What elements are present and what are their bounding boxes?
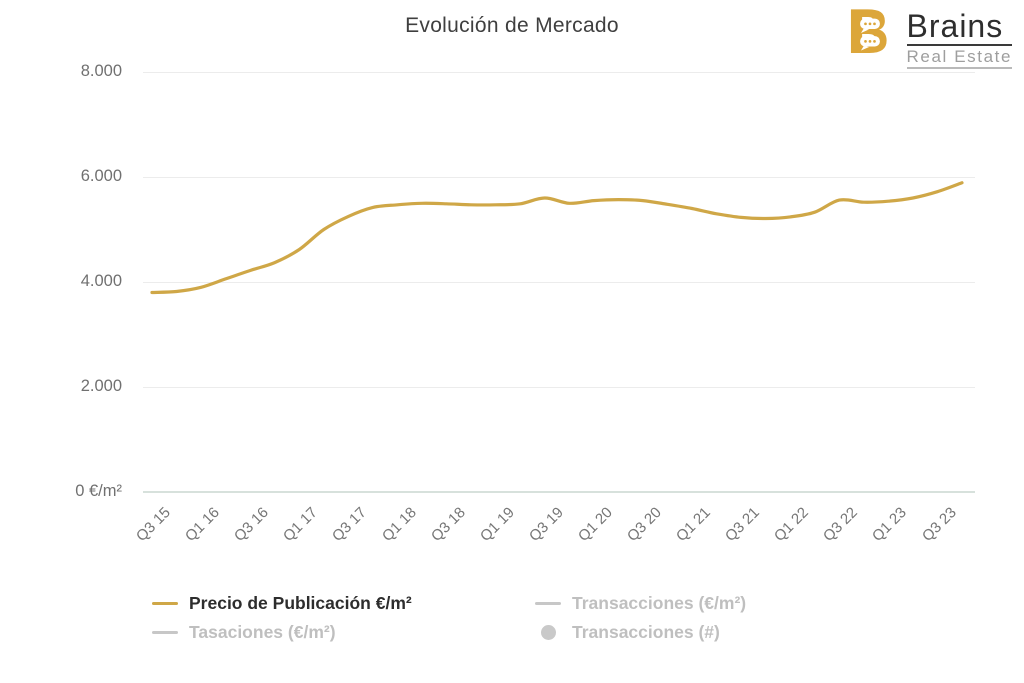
x-tick-label: Q3 23 bbox=[918, 504, 960, 545]
legend-label: Transacciones (€/m²) bbox=[572, 593, 747, 613]
chart-title: Evolución de Mercado bbox=[405, 14, 619, 37]
legend-line-marker bbox=[152, 601, 178, 605]
legend-circle-marker bbox=[540, 624, 556, 640]
legend-item-precio-publicacion[interactable]: Precio de Publicación €/m² bbox=[152, 591, 535, 615]
x-tick-label: Q1 21 bbox=[673, 504, 715, 545]
x-tick-label: Q3 21 bbox=[722, 504, 764, 545]
x-tick-label: Q1 22 bbox=[771, 504, 813, 545]
speech-bubble-top bbox=[859, 18, 880, 33]
x-tick-label: Q1 19 bbox=[476, 504, 518, 545]
legend-line-marker bbox=[152, 630, 178, 634]
x-tick-label: Q1 16 bbox=[182, 504, 224, 545]
y-tick-label: 2.000 bbox=[80, 377, 122, 395]
brand-name: Brains bbox=[906, 9, 1012, 46]
y-tick-label: 6.000 bbox=[80, 167, 122, 185]
x-tick-label: Q3 15 bbox=[133, 504, 175, 545]
x-tick-label: Q3 19 bbox=[525, 504, 567, 545]
x-tick-label: Q3 18 bbox=[427, 504, 469, 545]
legend-item-transacciones-precio[interactable]: Transacciones (€/m²) bbox=[535, 591, 746, 615]
speech-bubble-bottom bbox=[859, 36, 880, 51]
svg-text:B: B bbox=[845, 6, 890, 60]
x-tick-label: Q3 20 bbox=[623, 504, 665, 545]
brand-logo: B Brains Real Estate bbox=[843, 6, 1012, 69]
gridline-2000 bbox=[143, 386, 975, 388]
x-tick-label: Q3 17 bbox=[329, 504, 371, 545]
x-tick-label: Q3 22 bbox=[820, 504, 862, 545]
legend-label: Tasaciones (€/m²) bbox=[189, 622, 336, 642]
x-tick-label: Q1 17 bbox=[280, 504, 322, 545]
gridline-0 bbox=[143, 491, 975, 493]
gridline-6000 bbox=[143, 176, 975, 178]
x-tick-label: Q3 16 bbox=[231, 504, 273, 545]
x-tick-label: Q1 20 bbox=[574, 504, 616, 545]
legend-item-tasaciones[interactable]: Tasaciones (€/m²) bbox=[152, 620, 535, 644]
y-tick-label: 0 €/m² bbox=[75, 482, 122, 500]
legend-label: Transacciones (#) bbox=[572, 622, 720, 642]
legend: Precio de Publicación €/m² Transacciones… bbox=[152, 591, 746, 644]
legend-label: Precio de Publicación €/m² bbox=[189, 593, 412, 613]
legend-item-transacciones-count[interactable]: Transacciones (#) bbox=[535, 620, 746, 644]
brains-b-icon: B bbox=[845, 6, 890, 60]
x-tick-label: Q1 18 bbox=[378, 504, 420, 545]
y-tick-label: 8.000 bbox=[80, 62, 122, 80]
legend-line-marker bbox=[535, 601, 561, 605]
series-line-precio-publicacion bbox=[150, 181, 964, 295]
y-tick-label: 4.000 bbox=[80, 272, 122, 290]
gridline-4000 bbox=[143, 281, 975, 283]
brand-tagline: Real Estate bbox=[906, 47, 1012, 69]
gridline-8000 bbox=[143, 71, 975, 73]
x-tick-label: Q1 23 bbox=[869, 504, 911, 545]
